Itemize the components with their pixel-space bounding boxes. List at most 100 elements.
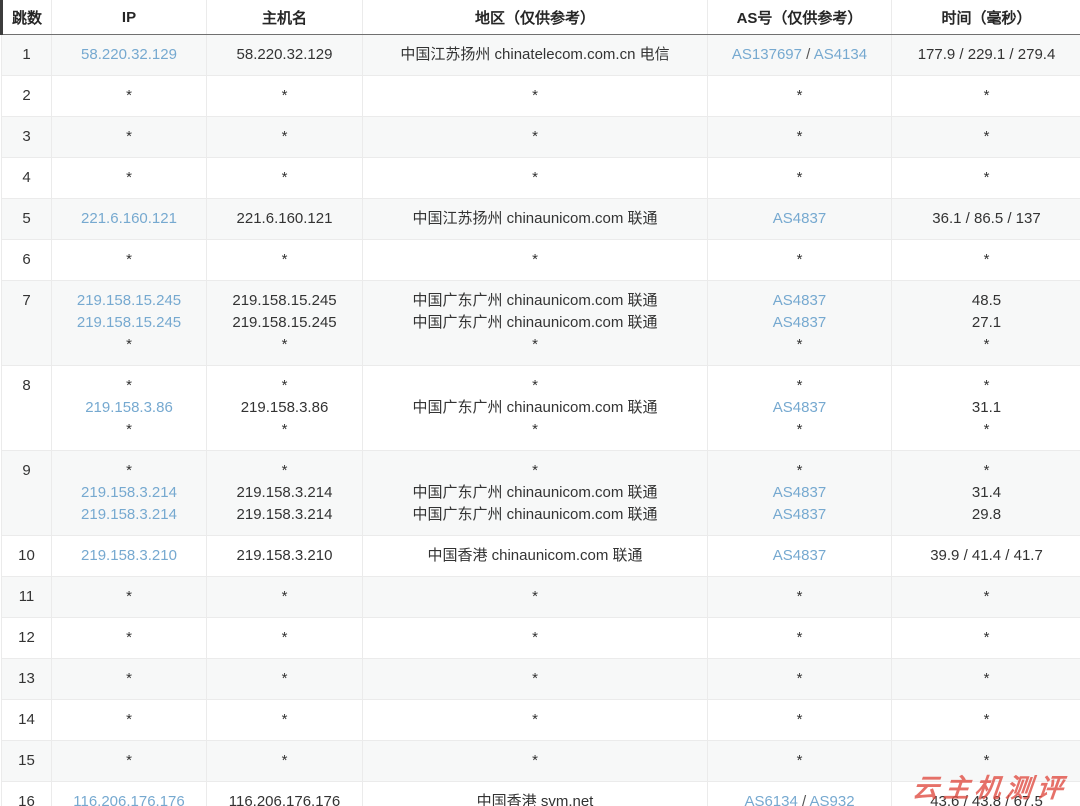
cell-text: 中国广东广州 chinaunicom.com 联通: [412, 292, 658, 309]
asn-link[interactable]: AS4837: [772, 547, 827, 564]
ip-link[interactable]: 219.158.3.214: [81, 506, 177, 523]
cell-text: 219.158.3.210: [236, 547, 333, 564]
cell-text: 中国广东广州 chinaunicom.com 联通: [412, 314, 658, 331]
asn-link[interactable]: AS4837: [772, 484, 827, 501]
cell-ip: 116.206.176.176: [51, 781, 207, 806]
cell-text: *: [983, 251, 990, 268]
ip-link[interactable]: 221.6.160.121: [81, 210, 177, 227]
cell-text: *: [281, 336, 288, 353]
ip-link[interactable]: 219.158.3.210: [81, 547, 177, 564]
cell-region: *: [362, 617, 708, 659]
cell-text: *: [281, 169, 288, 186]
cell-region: 中国江苏扬州 chinaunicom.com 联通: [362, 198, 708, 240]
ip-link[interactable]: 58.220.32.129: [81, 46, 177, 63]
hop-number: 7: [22, 292, 31, 309]
cell-text: *: [281, 629, 288, 646]
cell-ip: *: [51, 116, 207, 158]
hop-number: 12: [18, 629, 35, 646]
cell-region: 中国江苏扬州 chinatelecom.com.cn 电信: [362, 34, 708, 76]
asn-link[interactable]: AS4837: [772, 292, 827, 309]
cell-host: *: [206, 617, 363, 659]
asn-link[interactable]: AS4837: [772, 506, 827, 523]
cell-region: *: [362, 740, 708, 782]
table-row: 13 * * * * *: [1, 658, 1080, 700]
cell-text: *: [796, 169, 803, 186]
cell-text: *: [983, 421, 990, 438]
cell-text: *: [281, 251, 288, 268]
cell-text: 中国广东广州 chinaunicom.com 联通: [412, 484, 658, 501]
cell-ip: *: [51, 239, 207, 281]
cell-text: *: [796, 670, 803, 687]
table-row: 2 * * * * *: [1, 75, 1080, 117]
asn-link[interactable]: AS4837: [772, 210, 827, 227]
cell-text: *: [532, 462, 538, 479]
ip-link[interactable]: 116.206.176.176: [73, 793, 185, 806]
cell-text: *: [281, 377, 288, 394]
table-row: 14 * * * * *: [1, 699, 1080, 741]
cell-text: 177.9 / 229.1 / 279.4: [917, 46, 1056, 63]
ip-link[interactable]: 219.158.15.245: [76, 314, 182, 331]
cell-region: * 中国广东广州 chinaunicom.com 联通 中国广东广州 chinaun…: [362, 450, 708, 536]
asn-link[interactable]: AS6134: [744, 793, 798, 806]
cell-region: *: [362, 699, 708, 741]
cell-text: 219.158.3.86: [240, 399, 329, 416]
ip-link[interactable]: 219.158.3.86: [85, 399, 173, 416]
cell-host: 221.6.160.121: [206, 198, 363, 240]
cell-host: *: [206, 576, 363, 618]
table-row: 11 * * * * *: [1, 576, 1080, 618]
cell-text: 219.158.15.245: [232, 314, 337, 331]
table-row: 4 * * * * *: [1, 157, 1080, 199]
cell-text: *: [281, 128, 288, 145]
cell-hop: 10: [1, 535, 52, 577]
column-header-hop: 跳数: [0, 0, 52, 35]
cell-asn: *: [707, 157, 892, 199]
cell-asn: *: [707, 75, 892, 117]
cell-asn: *: [707, 617, 892, 659]
asn-link[interactable]: AS137697: [731, 46, 802, 63]
ip-link[interactable]: 219.158.15.245: [76, 292, 182, 309]
cell-ip: * 219.158.3.214 219.158.3.214: [51, 450, 207, 536]
cell-hop: 16: [1, 781, 52, 806]
asn-link[interactable]: AS4837: [772, 399, 827, 416]
cell-host: 58.220.32.129: [206, 34, 363, 76]
cell-time: *: [891, 116, 1080, 158]
cell-hop: 8: [1, 365, 52, 451]
cell-hop: 7: [1, 280, 52, 366]
cell-text: *: [281, 87, 288, 104]
asn-link[interactable]: AS4134: [813, 46, 868, 63]
cell-text: *: [796, 128, 803, 145]
cell-time: * 31.1 *: [891, 365, 1080, 451]
column-header-region: 地区（仅供参考）: [362, 0, 708, 35]
cell-time: *: [891, 576, 1080, 618]
hop-number: 6: [22, 251, 31, 268]
cell-text: 27.1: [971, 314, 1002, 331]
cell-asn: *: [707, 740, 892, 782]
cell-region: *: [362, 116, 708, 158]
cell-text: *: [126, 752, 132, 769]
column-header-asn: AS号（仅供参考）: [707, 0, 892, 35]
cell-ip: 58.220.32.129: [51, 34, 207, 76]
table-body: 1 58.220.32.129 58.220.32.129 中国江苏扬州 chinat…: [1, 34, 1080, 806]
cell-hop: 5: [1, 198, 52, 240]
hop-number: 2: [22, 87, 31, 104]
cell-ip: * 219.158.3.86 *: [51, 365, 207, 451]
cell-text: *: [126, 87, 132, 104]
cell-asn: * AS4837 AS4837: [707, 450, 892, 536]
asn-link[interactable]: AS932: [809, 793, 855, 806]
cell-asn: AS4837 AS4837 *: [707, 280, 892, 366]
ip-link[interactable]: 219.158.3.214: [81, 484, 177, 501]
table-row: 8 * 219.158.3.86 * * 219.158.3.86 * * 中国广东广州 chi…: [1, 365, 1080, 451]
hop-number: 11: [18, 588, 35, 605]
cell-hop: 15: [1, 740, 52, 782]
separator: /: [797, 793, 810, 806]
asn-link[interactable]: AS4837: [772, 314, 827, 331]
cell-text: *: [532, 128, 538, 145]
hop-number: 16: [18, 793, 35, 806]
cell-text: *: [126, 629, 132, 646]
cell-asn: *: [707, 239, 892, 281]
column-header-time: 时间（毫秒）: [891, 0, 1080, 35]
cell-host: 116.206.176.176: [206, 781, 363, 806]
cell-text: 中国香港 svm.net: [476, 793, 594, 806]
cell-host: *: [206, 699, 363, 741]
